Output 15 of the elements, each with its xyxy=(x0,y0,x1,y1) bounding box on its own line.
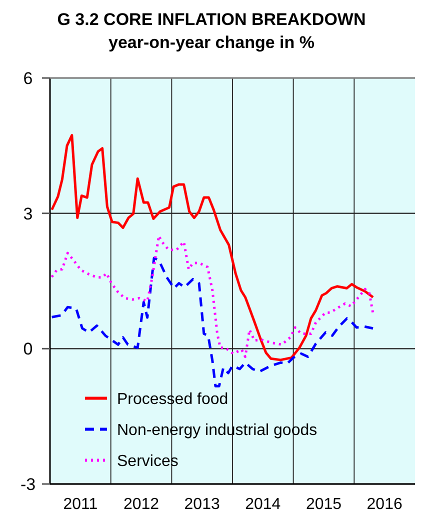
line-series xyxy=(50,234,374,358)
line-series xyxy=(50,256,374,388)
x-tick-label: 2015 xyxy=(306,496,342,513)
chart-title: G 3.2 CORE INFLATION BREAKDOWN xyxy=(57,10,366,29)
x-tick-label: 2016 xyxy=(366,496,402,513)
x-tick-label: 2013 xyxy=(184,496,220,513)
y-tick-label: -3 xyxy=(20,474,36,494)
y-tick-label: 3 xyxy=(23,204,33,224)
y-tick-label: 6 xyxy=(23,68,33,88)
line-series xyxy=(50,134,374,362)
y-tick-label: 0 xyxy=(23,340,33,359)
x-tick-label: 2014 xyxy=(245,496,281,513)
x-tick-label: 2012 xyxy=(123,496,160,513)
x-tick-label: 2011 xyxy=(63,496,98,513)
chart-subtitle: year-on-year change in % xyxy=(108,33,314,52)
